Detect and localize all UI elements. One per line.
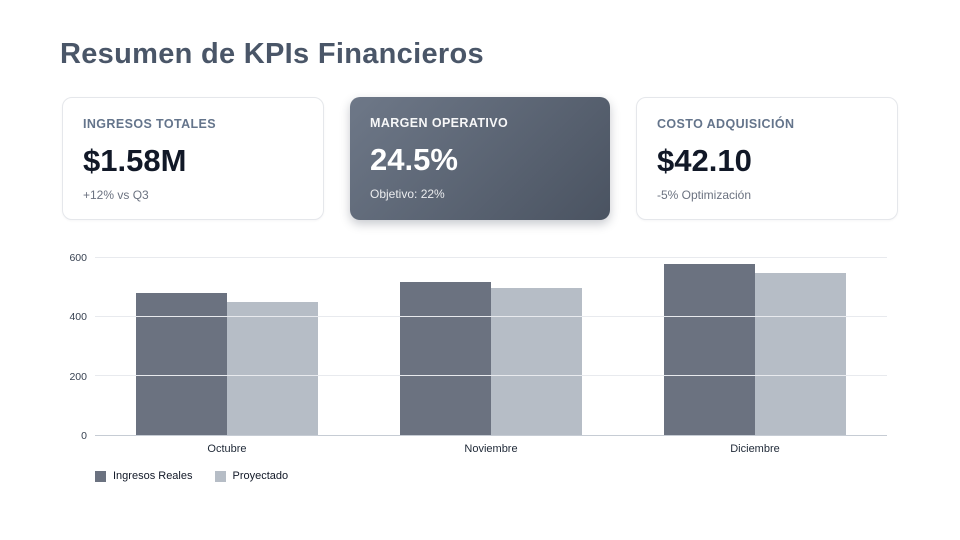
y-axis: 0 200 400 600: [60, 252, 95, 442]
legend: Ingresos Reales Proyectado: [95, 470, 887, 482]
kpi-card-row: INGRESOS TOTALES $1.58M +12% vs Q3 MARGE…: [62, 97, 898, 220]
kpi-label: COSTO ADQUISICIÓN: [657, 117, 795, 131]
x-axis-label-diciembre: Diciembre: [730, 443, 780, 455]
bar-ingresos-reales-diciembre: [664, 263, 755, 435]
y-tick-label: 0: [81, 430, 87, 442]
kpi-subtext: +12% vs Q3: [83, 188, 149, 202]
gridline: [95, 375, 887, 376]
y-tick-label: 600: [69, 252, 87, 264]
kpi-subtext: -5% Optimización: [657, 188, 752, 202]
legend-item-ingresos-reales: Ingresos Reales: [95, 470, 193, 482]
kpi-card-ingresos-totales: INGRESOS TOTALES $1.58M +12% vs Q3: [62, 97, 324, 220]
gridline: [95, 316, 887, 317]
legend-item-proyectado: Proyectado: [214, 470, 289, 482]
kpi-subtext: Objetivo: 22%: [370, 187, 445, 201]
legend-label: Proyectado: [232, 470, 289, 482]
kpi-value: 24.5%: [370, 142, 458, 177]
bar-plot: [95, 257, 887, 436]
kpi-card-margen-operativo: MARGEN OPERATIVO 24.5% Objetivo: 22%: [350, 97, 610, 220]
x-axis-label-octubre: Octubre: [207, 443, 247, 455]
legend-label: Ingresos Reales: [113, 470, 193, 482]
y-tick-label: 400: [69, 311, 87, 324]
legend-swatch: [214, 470, 226, 482]
x-axis-labels: Octubre Noviembre Diciembre: [95, 443, 887, 455]
kpi-card-costo-adquisicion: COSTO ADQUISICIÓN $42.10 -5% Optimizació…: [636, 97, 898, 220]
x-axis-label-noviembre: Noviembre: [464, 443, 518, 455]
bar-ingresos-reales-octubre: [136, 293, 227, 435]
bar-ingresos-reales-noviembre: [400, 281, 491, 435]
page-title: Resumen de KPIs Financieros: [60, 38, 484, 70]
bar-chart: 0 200 400 600 Octubre Noviembre Diciembre Ing…: [60, 252, 887, 482]
bar-proyectado-diciembre: [755, 272, 846, 435]
bar-groups: [95, 258, 887, 435]
bar-group-octubre: [95, 258, 359, 435]
legend-swatch: [95, 470, 106, 482]
gridline: [95, 257, 887, 258]
bar-group-noviembre: [359, 258, 623, 435]
kpi-value: $1.58M: [83, 143, 187, 178]
kpi-value: $42.10: [657, 143, 752, 178]
kpi-label: MARGEN OPERATIVO: [370, 116, 509, 130]
bar-group-diciembre: [623, 258, 887, 435]
bar-proyectado-noviembre: [491, 287, 582, 435]
bar-proyectado-octubre: [227, 302, 318, 435]
dashboard-page: Resumen de KPIs Financieros INGRESOS TOT…: [0, 38, 960, 540]
y-tick-label: 200: [69, 370, 87, 383]
kpi-label: INGRESOS TOTALES: [83, 117, 217, 131]
chart-area: 0 200 400 600: [60, 252, 887, 442]
